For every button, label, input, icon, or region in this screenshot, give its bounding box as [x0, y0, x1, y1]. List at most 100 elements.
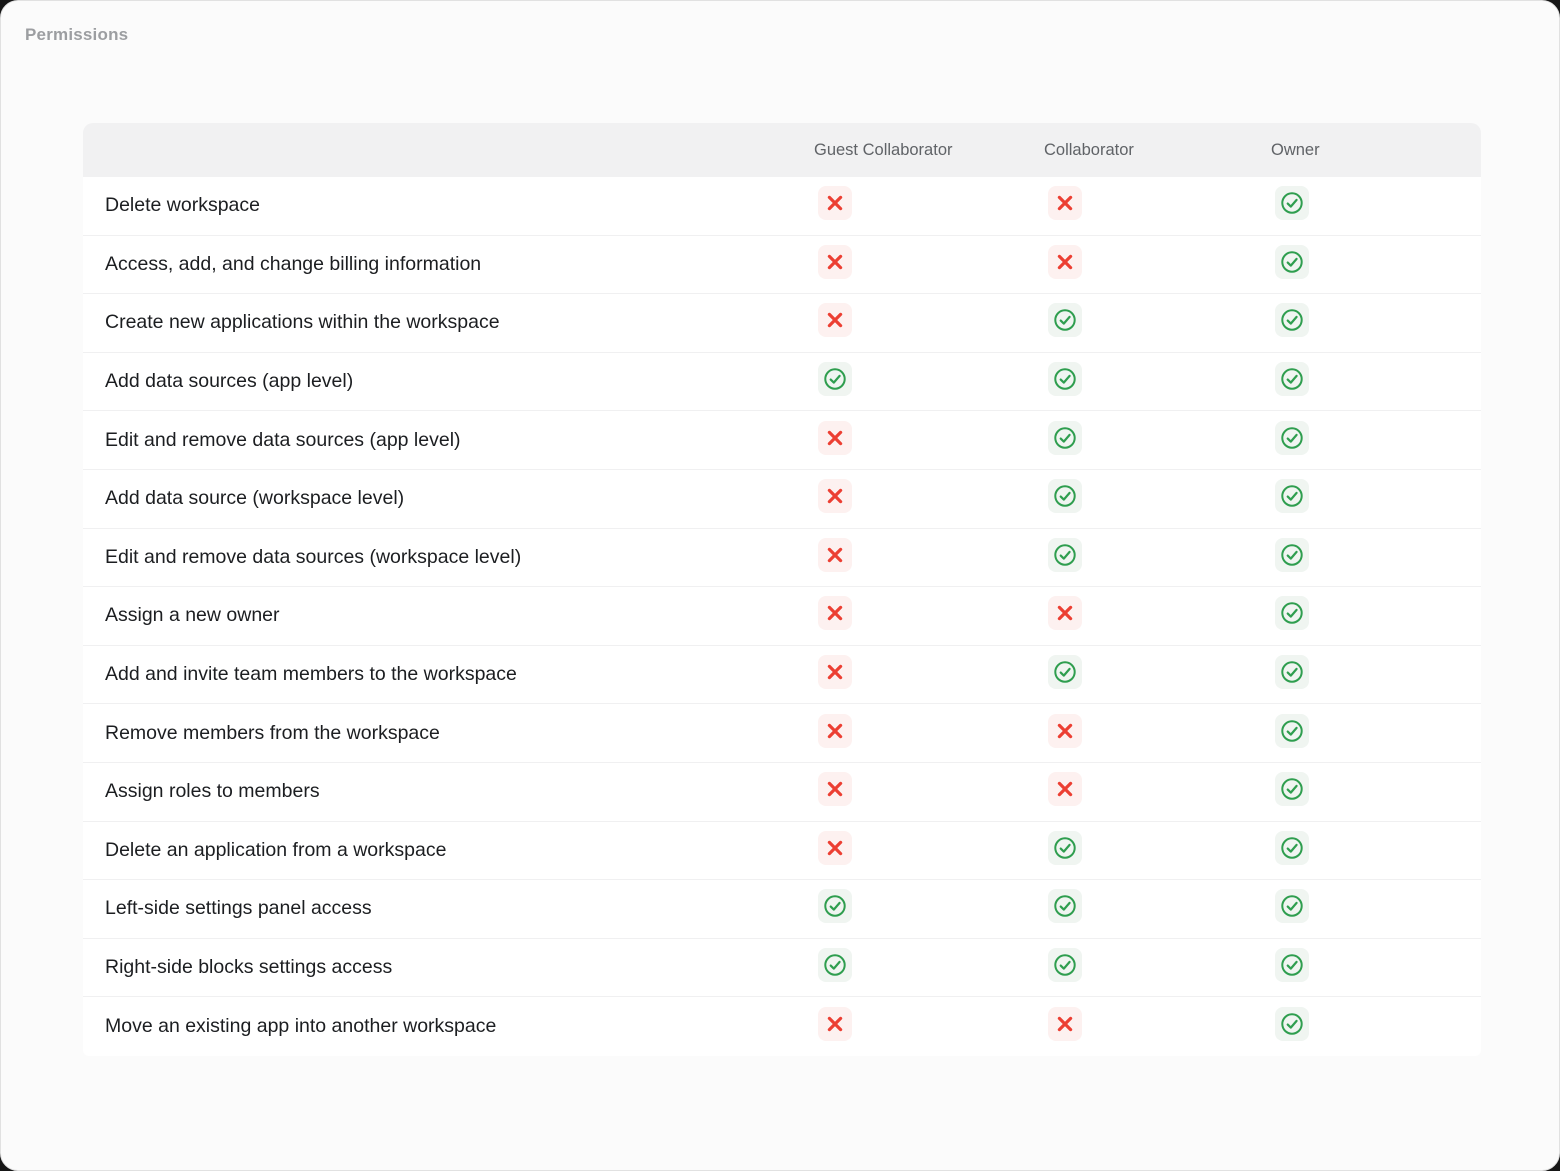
permission-status-cell — [1044, 889, 1271, 928]
table-row: Edit and remove data sources (workspace … — [83, 528, 1481, 588]
permission-status-cell — [1271, 186, 1481, 225]
permission-status-cell — [1044, 244, 1271, 284]
permission-status-cell — [1271, 244, 1481, 284]
permission-label: Move an existing app into another worksp… — [105, 1015, 497, 1038]
permission-status-cell — [1044, 537, 1271, 577]
permission-status-cell — [1044, 830, 1271, 870]
permission-status-cell — [814, 420, 1044, 460]
check-circle-icon — [1048, 830, 1082, 865]
cross-icon — [1048, 596, 1082, 631]
table-row: Add data source (workspace level) — [83, 469, 1481, 529]
permission-label: Right-side blocks settings access — [105, 956, 393, 979]
permission-label: Left-side settings panel access — [105, 897, 372, 920]
column-header-owner: Owner — [1271, 140, 1320, 159]
permission-status-cell — [1271, 889, 1481, 928]
permission-label: Delete workspace — [105, 194, 260, 217]
permission-status-cell — [1271, 303, 1481, 342]
permission-status-cell — [1271, 772, 1481, 811]
column-header-guest-collaborator: Guest Collaborator — [814, 140, 953, 159]
check-circle-icon — [1275, 244, 1309, 279]
check-circle-icon — [1275, 303, 1309, 338]
check-circle-icon — [1048, 537, 1082, 572]
check-circle-icon — [818, 948, 852, 983]
permission-label: Add and invite team members to the works… — [105, 663, 517, 686]
permission-status-cell — [1271, 948, 1481, 987]
permission-status-cell — [814, 303, 1044, 342]
permission-status-cell — [1271, 830, 1481, 870]
cross-icon — [1048, 244, 1082, 279]
check-circle-icon — [1275, 420, 1309, 455]
page-title: Permissions — [25, 25, 129, 44]
permission-status-cell — [1044, 655, 1271, 694]
cross-icon — [818, 479, 852, 514]
permission-status-cell — [1044, 772, 1271, 811]
permission-label: Edit and remove data sources (workspace … — [105, 545, 522, 568]
cross-icon — [818, 186, 852, 221]
permission-status-cell — [814, 889, 1044, 928]
check-circle-icon — [1275, 713, 1309, 748]
permission-label: Edit and remove data sources (app level) — [105, 428, 461, 451]
permission-status-cell — [814, 948, 1044, 987]
permission-status-cell — [1271, 596, 1481, 635]
permission-label: Access, add, and change billing informat… — [105, 252, 482, 275]
table-row: Add data sources (app level) — [83, 352, 1481, 412]
table-row: Create new applications within the works… — [83, 294, 1481, 353]
permission-label: Remove members from the workspace — [105, 721, 440, 744]
permission-status-cell — [1271, 537, 1481, 577]
column-header-collaborator: Collaborator — [1044, 140, 1134, 159]
cross-icon — [818, 303, 852, 338]
cross-icon — [818, 420, 852, 455]
permission-status-cell — [814, 772, 1044, 811]
check-circle-icon — [1275, 186, 1309, 221]
cross-icon — [1048, 713, 1082, 748]
check-circle-icon — [1048, 303, 1082, 338]
table-row: Access, add, and change billing informat… — [83, 235, 1481, 295]
permission-label: Assign roles to members — [105, 780, 320, 803]
check-circle-icon — [1275, 479, 1309, 514]
cross-icon — [1048, 186, 1082, 221]
check-circle-icon — [1048, 948, 1082, 983]
check-circle-icon — [818, 889, 852, 924]
permission-status-cell — [814, 244, 1044, 284]
permission-status-cell — [1271, 1007, 1481, 1046]
permission-status-cell — [1044, 186, 1271, 225]
table-row: Right-side blocks settings access — [83, 938, 1481, 998]
cross-icon — [818, 537, 852, 572]
permission-status-cell — [1271, 479, 1481, 518]
check-circle-icon — [1275, 655, 1309, 690]
permission-status-cell — [1271, 655, 1481, 694]
permission-label: Create new applications within the works… — [105, 311, 500, 334]
table-row: Delete an application from a workspace — [83, 821, 1481, 881]
check-circle-icon — [1275, 948, 1309, 983]
permission-status-cell — [1271, 420, 1481, 460]
check-circle-icon — [1275, 1007, 1309, 1042]
check-circle-icon — [1275, 362, 1309, 397]
permission-status-cell — [1044, 303, 1271, 342]
cross-icon — [1048, 1007, 1082, 1042]
permission-status-cell — [1271, 362, 1481, 401]
check-circle-icon — [1048, 479, 1082, 514]
permission-label: Delete an application from a workspace — [105, 838, 447, 861]
check-circle-icon — [1048, 362, 1082, 397]
permission-status-cell — [814, 479, 1044, 518]
permission-label: Add data source (workspace level) — [105, 487, 405, 510]
table-row: Remove members from the workspace — [83, 704, 1481, 763]
permission-status-cell — [814, 186, 1044, 225]
permissions-table: Guest Collaborator Collaborator Owner De… — [83, 123, 1481, 1056]
check-circle-icon — [1048, 420, 1082, 455]
permission-status-cell — [814, 655, 1044, 694]
table-row: Move an existing app into another worksp… — [83, 997, 1481, 1056]
check-circle-icon — [1275, 537, 1309, 572]
permission-label: Add data sources (app level) — [105, 370, 354, 393]
cross-icon — [818, 1007, 852, 1042]
table-row: Edit and remove data sources (app level) — [83, 411, 1481, 470]
cross-icon — [818, 713, 852, 748]
table-row: Add and invite team members to the works… — [83, 645, 1481, 705]
table-header-row: Guest Collaborator Collaborator Owner — [83, 123, 1481, 177]
check-circle-icon — [818, 362, 852, 397]
permission-status-cell — [814, 362, 1044, 401]
table-row: Assign a new owner — [83, 587, 1481, 646]
check-circle-icon — [1048, 655, 1082, 690]
permission-status-cell — [1044, 1007, 1271, 1046]
check-circle-icon — [1275, 772, 1309, 807]
